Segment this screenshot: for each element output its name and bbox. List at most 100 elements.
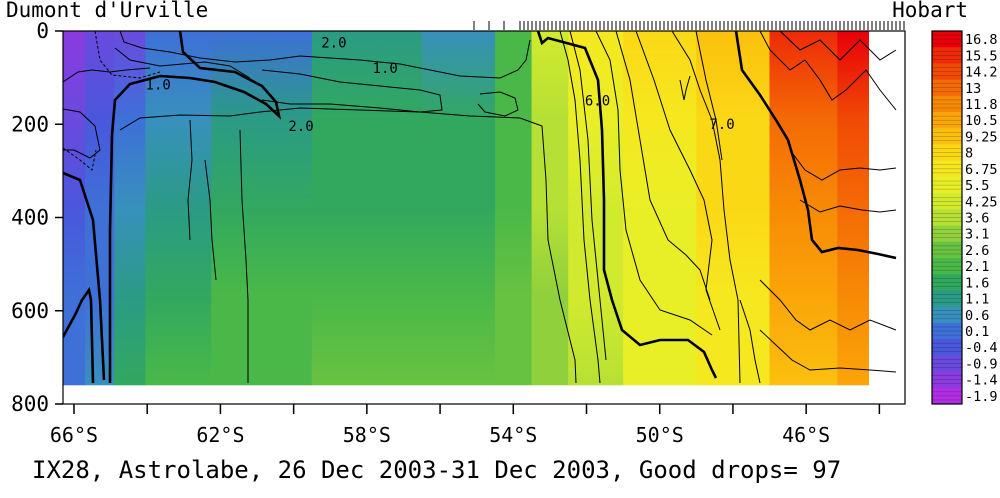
colorbar-label: 0.6 <box>965 308 989 324</box>
contour-line <box>63 108 101 159</box>
cruise-caption: IX28, Astrolabe, 26 Dec 2003-31 Dec 2003… <box>32 456 842 484</box>
contour-line <box>114 47 251 79</box>
station-left-label: Dumont d'Urville <box>6 0 209 22</box>
contour-line <box>739 299 761 384</box>
colorbar: 16.815.514.21311.810.59.2586.755.54.253.… <box>931 30 998 405</box>
contour-line <box>759 31 897 111</box>
y-tick-label: 800 <box>11 392 49 416</box>
colorbar-swatch <box>932 128 962 145</box>
colorbar-swatch <box>932 306 962 324</box>
colorbar-swatch <box>932 176 962 194</box>
contour-line <box>635 31 721 331</box>
heatmap-column <box>623 31 697 386</box>
colorbar-label: 16.8 <box>965 32 998 48</box>
contour-line <box>261 69 443 113</box>
colorbar-swatch <box>932 371 962 389</box>
heatmap-column <box>63 31 86 386</box>
colorbar-swatch <box>932 258 962 275</box>
contour-line <box>615 31 711 301</box>
contour-line <box>119 31 531 79</box>
colorbar-swatch <box>932 79 962 97</box>
y-tick-label: 0 <box>36 19 49 43</box>
contour-line-bold <box>63 286 95 384</box>
contour-line <box>759 329 897 373</box>
colorbar-swatch <box>932 47 962 64</box>
heatmap-column <box>211 31 313 386</box>
y-tick-label: 600 <box>11 299 49 323</box>
colorbar-frame <box>931 30 963 405</box>
contour-lines: 2.0 1.0 1.0 2.0 6.0 7.0 <box>63 31 897 384</box>
colorbar-swatch <box>932 144 962 162</box>
contour-line <box>799 199 897 213</box>
colorbar-label: -0.9 <box>965 357 998 373</box>
contour-line <box>204 159 217 281</box>
colorbar-label: 1.6 <box>965 275 989 291</box>
colorbar-swatch <box>932 31 962 48</box>
colorbar-swatch <box>932 290 962 308</box>
heatmap-column <box>311 31 423 386</box>
contour-line-dashed <box>63 147 97 171</box>
contour-line <box>595 31 713 336</box>
heatmap-column <box>421 31 496 386</box>
colorbar-swatch <box>932 225 962 243</box>
heatmap-column <box>769 31 838 386</box>
contour-line <box>559 31 601 384</box>
x-tick-label: 66°S <box>50 423 98 447</box>
colorbar-label: 1.1 <box>965 292 989 308</box>
colorbar-label: 5.5 <box>965 178 989 194</box>
colorbar-swatch <box>932 241 962 259</box>
contour-label: 2.0 <box>321 35 346 51</box>
colorbar-label: 14.2 <box>965 65 998 81</box>
contour-line <box>695 31 723 161</box>
colorbar-label: 9.25 <box>965 129 998 145</box>
colorbar-label: 8 <box>965 146 973 162</box>
station-right-label: Hobart <box>892 0 968 22</box>
x-tick-label: 58°S <box>343 423 391 447</box>
colorbar-swatch <box>932 209 962 227</box>
contour-line <box>119 107 577 384</box>
contour-line-bold <box>536 31 718 379</box>
colorbar-swatch <box>932 322 962 340</box>
contour-line <box>239 129 249 383</box>
colorbar-label: 11.8 <box>965 97 998 113</box>
colorbar-label: 0.1 <box>965 324 989 340</box>
colorbar-swatch <box>932 95 962 113</box>
colorbar-label: 2.1 <box>965 259 989 275</box>
colorbar-label: 15.5 <box>965 48 998 64</box>
contour-label: 7.0 <box>709 117 734 133</box>
colorbar-swatch <box>932 355 962 372</box>
heatmap-column <box>531 31 569 386</box>
colorbar-label: 13 <box>965 81 981 97</box>
colorbar-label: -0.4 <box>965 340 998 356</box>
contour-line <box>187 119 193 241</box>
x-tick-label: 46°S <box>782 423 830 447</box>
colorbar-swatch <box>932 339 962 356</box>
colorbar-swatch <box>932 274 962 291</box>
colorbar-swatch <box>932 112 962 129</box>
contour-line <box>789 149 897 181</box>
heatmap-column <box>114 31 146 386</box>
colorbar-label: -1.9 <box>965 389 998 405</box>
colorbar-label: 4.25 <box>965 194 998 210</box>
heatmap-column <box>145 31 212 386</box>
colorbar-label: 3.6 <box>965 211 989 227</box>
contour-line <box>759 279 897 331</box>
y-tick-label: 200 <box>11 112 49 136</box>
x-tick-label: 54°S <box>489 423 537 447</box>
contour-line <box>679 75 691 101</box>
colorbar-label: -1.4 <box>965 373 998 389</box>
contour-line-bold <box>63 171 106 381</box>
colorbar-label: 3.1 <box>965 227 989 243</box>
contour-line <box>779 31 897 61</box>
contour-label: 1.0 <box>146 77 171 93</box>
contour-line-bold <box>108 31 282 383</box>
contour-label: 1.0 <box>373 61 398 77</box>
x-tick-label: 50°S <box>636 423 684 447</box>
contour-line <box>569 31 607 361</box>
colorbar-label: 6.75 <box>965 162 998 178</box>
temperature-heatmap <box>63 31 869 386</box>
colorbar-swatch <box>932 193 962 210</box>
